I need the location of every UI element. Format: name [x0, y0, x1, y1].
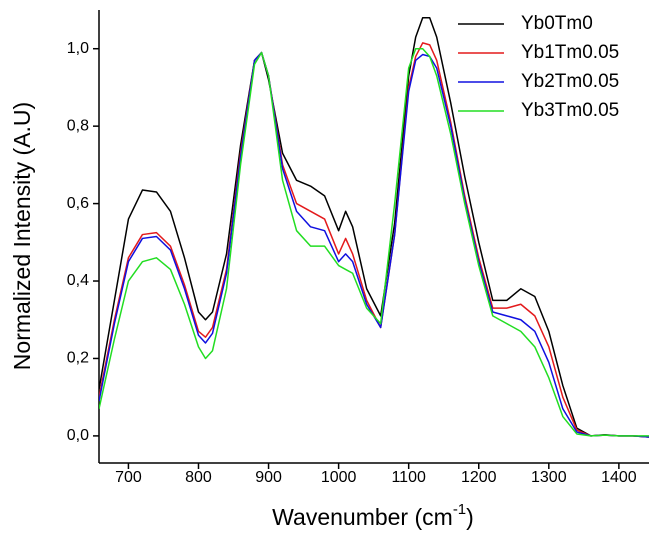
- data-line: [99, 51, 649, 438]
- y-tick-label: 0,6: [67, 195, 89, 212]
- data-line: [99, 16, 649, 438]
- x-axis-title-end: ): [466, 504, 474, 530]
- x-tick-label: 1000: [321, 469, 357, 486]
- x-tick-label: 800: [185, 469, 212, 486]
- plot-area: [99, 16, 649, 438]
- legend-label: Yb1Tm0.05: [521, 42, 619, 63]
- x-tick-label: 1200: [461, 469, 497, 486]
- legend-label: Yb2Tm0.05: [521, 71, 619, 92]
- x-axis-title: Wavenumber (cm-1): [272, 501, 474, 530]
- y-tick-label: 0,4: [67, 272, 89, 289]
- data-line: [99, 42, 649, 438]
- legend-label: Yb0Tm0: [521, 13, 593, 34]
- x-axis-title-superscript: -1: [453, 501, 466, 518]
- x-axis-title-text: Wavenumber (cm: [272, 504, 453, 530]
- y-axis-title: Normalized Intensity (A.U): [9, 102, 35, 370]
- x-tick-label: 1300: [531, 469, 567, 486]
- y-tick-label: 0,2: [67, 350, 89, 367]
- y-tick-label: 0,0: [67, 427, 89, 444]
- legend-label: Yb3Tm0.05: [521, 100, 619, 121]
- x-tick-label: 1400: [601, 469, 637, 486]
- y-tick-label: 1,0: [67, 40, 89, 57]
- y-tick-label: 0,8: [67, 117, 89, 134]
- x-tick-label: 700: [115, 469, 142, 486]
- x-tick-label: 1100: [391, 469, 426, 486]
- data-line: [99, 47, 649, 437]
- x-tick-label: 900: [255, 469, 282, 486]
